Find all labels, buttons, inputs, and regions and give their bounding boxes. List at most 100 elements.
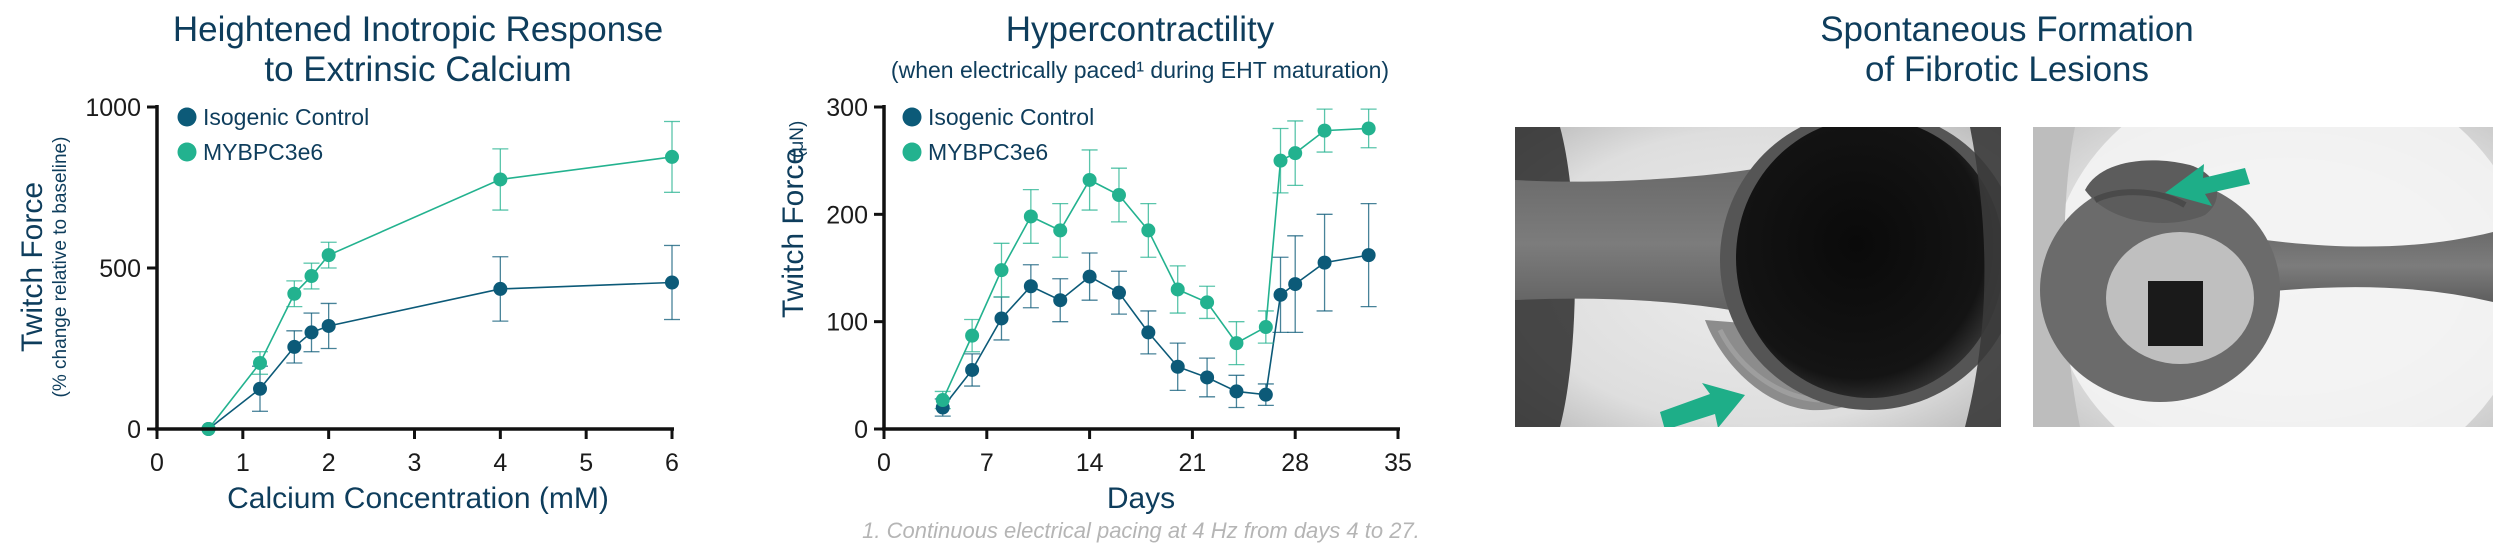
chart1-ticks: 0 1 2 3 4 5 6 0 500 1000 [85, 94, 679, 477]
chart2-point-mutant [1258, 320, 1273, 335]
chart1-point-control [253, 381, 267, 396]
chart-calcium-response: Heightened Inotropic Response to Extrins… [16, 10, 680, 515]
chart1-legend: Isogenic Control MYBPC3e6 [177, 104, 369, 165]
chart1-point-mutant [493, 172, 508, 187]
chart2-legend: Isogenic Control MYBPC3e6 [902, 104, 1094, 165]
chart2-x-tick-label: 7 [980, 449, 994, 477]
chart-hypercontractility: Hypercontractility (when electrically pa… [777, 10, 1420, 543]
chart2-y-tick-label: 0 [854, 416, 868, 444]
chart2-legend-label-mutant: MYBPC3e6 [928, 139, 1048, 165]
chart2-series-line-control [942, 254, 1369, 409]
chart2-point-mutant [1317, 123, 1332, 138]
chart2-point-mutant [1229, 336, 1244, 351]
chart1-point-mutant [253, 355, 267, 370]
panel-fibrotic-lesions: Spontaneous Formation of Fibrotic Lesion… [1515, 10, 2493, 427]
chart1-point-control [321, 318, 336, 333]
chart2-point-control [1361, 248, 1376, 263]
chart2-point-mutant [1111, 188, 1126, 203]
chart1-x-tick-label: 0 [150, 449, 164, 477]
chart1-point-control [304, 325, 319, 340]
micrograph-1 [1515, 127, 2001, 427]
chart2-y-axis-title-group: Twitch Force (μN) [777, 121, 810, 318]
chart2-point-mutant [1170, 282, 1185, 297]
chart2-point-control [1273, 287, 1288, 302]
chart1-point-control [665, 275, 679, 290]
chart2-point-control [994, 311, 1009, 326]
chart2-point-mutant [935, 393, 950, 408]
chart2-point-control [1200, 370, 1215, 385]
chart2-point-control [1170, 359, 1185, 374]
chart2-y-axis-unit: (μN) [787, 121, 808, 158]
chart1-x-axis-title: Calcium Concentration (mM) [227, 482, 609, 515]
chart1-x-tick-label: 5 [579, 449, 593, 477]
chart2-point-control [965, 362, 980, 377]
chart2-point-mutant [1082, 172, 1097, 187]
chart1-point-mutant [665, 149, 679, 164]
chart2-point-mutant [1053, 223, 1068, 238]
chart2-title: Hypercontractility [1006, 10, 1275, 49]
chart2-y-tick-label: 100 [826, 309, 868, 337]
chart1-point-mutant [321, 248, 336, 263]
chart2-point-mutant [965, 328, 980, 343]
chart2-x-tick-label: 14 [1076, 449, 1104, 477]
chart1-title-line1: Heightened Inotropic Response [173, 10, 663, 49]
chart2-point-control [1023, 279, 1038, 294]
chart2-point-control [1288, 277, 1303, 292]
chart1-series-line-control [208, 281, 673, 430]
chart2-subtitle: (when electrically paced¹ during EHT mat… [891, 57, 1389, 83]
chart2-point-control [1258, 387, 1273, 402]
chart1-x-tick-label: 1 [236, 449, 250, 477]
chart2-legend-marker-mutant [902, 142, 922, 162]
chart2-x-tick-label: 21 [1178, 449, 1206, 477]
chart2-legend-marker-control [902, 107, 922, 127]
chart1-title-line2: to Extrinsic Calcium [264, 50, 571, 89]
chart2-point-mutant [1023, 209, 1038, 224]
chart2-legend-label-control: Isogenic Control [928, 104, 1094, 130]
chart1-y-axis-subtitle: (% change relative to baseline) [50, 137, 71, 398]
chart2-y-axis-title: Twitch Force [777, 148, 810, 318]
chart2-x-tick-label: 0 [877, 449, 891, 477]
chart2-point-control [1053, 293, 1068, 308]
chart2-point-mutant [1200, 295, 1215, 310]
chart1-x-tick-label: 6 [665, 449, 679, 477]
chart1-x-tick-label: 3 [408, 449, 422, 477]
panel3-title-line2: of Fibrotic Lesions [1865, 50, 2149, 89]
chart2-footnote: 1. Continuous electrical pacing at 4 Hz … [862, 518, 1420, 543]
chart2-series-line-mutant [942, 127, 1369, 401]
chart1-x-tick-label: 2 [322, 449, 336, 477]
chart2-point-control [1111, 285, 1126, 300]
chart2-point-control [1082, 269, 1097, 284]
chart1-y-tick-label: 0 [127, 416, 141, 444]
chart2-point-mutant [994, 263, 1009, 278]
chart2-point-mutant [1273, 153, 1288, 168]
chart2-point-mutant [1288, 146, 1303, 161]
chart2-x-tick-label: 35 [1384, 449, 1412, 477]
chart2-point-control [1317, 255, 1332, 270]
chart1-point-control [493, 281, 508, 296]
chart1-y-tick-label: 1000 [85, 94, 141, 122]
chart1-point-mutant [287, 286, 302, 301]
chart2-ticks: 0 7 14 21 28 35 0 100 200 300 [826, 94, 1412, 477]
chart1-point-control [287, 339, 302, 354]
chart1-legend-label-control: Isogenic Control [203, 104, 369, 130]
chart1-legend-marker-mutant [177, 142, 197, 162]
chart2-point-mutant [1141, 223, 1156, 238]
chart2-point-control [1141, 325, 1156, 340]
chart1-y-tick-label: 500 [99, 255, 141, 283]
lesion-arrow-1-icon [1660, 383, 1745, 427]
chart1-legend-label-mutant: MYBPC3e6 [203, 139, 323, 165]
lesion-arrow-2-icon [2165, 164, 2250, 206]
panel3-title-line1: Spontaneous Formation [1820, 10, 2194, 49]
chart1-x-tick-label: 4 [493, 449, 507, 477]
chart2-point-mutant [1361, 121, 1376, 136]
chart1-point-mutant [304, 269, 319, 284]
chart1-series [201, 120, 680, 436]
chart1-series-line-mutant [207, 156, 673, 430]
chart2-x-tick-label: 28 [1281, 449, 1309, 477]
chart2-y-tick-label: 200 [826, 201, 868, 229]
chart2-series [934, 108, 1377, 417]
chart2-y-tick-label: 300 [826, 94, 868, 122]
chart1-legend-marker-control [177, 107, 197, 127]
chart1-y-axis-title: Twitch Force [16, 182, 49, 352]
